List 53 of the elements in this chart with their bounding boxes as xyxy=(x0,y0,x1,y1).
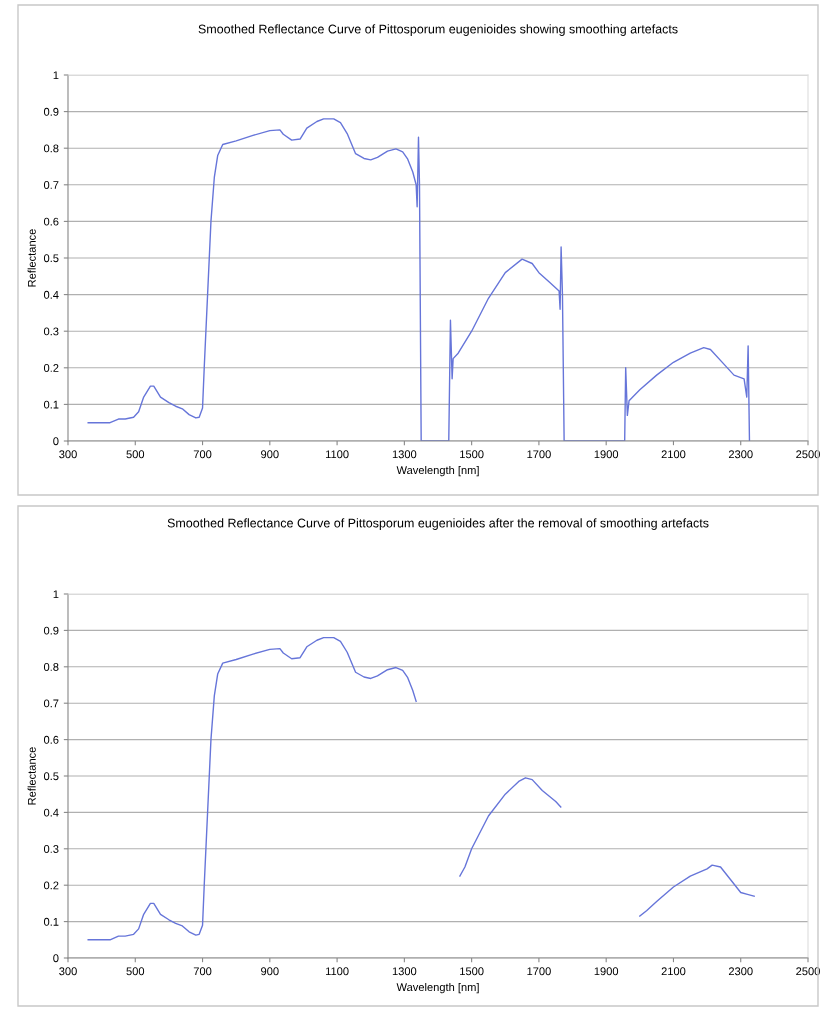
x-tick-label: 2100 xyxy=(661,967,686,976)
y-tick-label: 0.2 xyxy=(43,364,59,372)
y-tick-label: 0.7 xyxy=(43,181,59,189)
y-axis-title: Reflectance xyxy=(27,747,36,805)
x-tick-label: 300 xyxy=(59,450,77,459)
y-tick-label: 1 xyxy=(53,590,59,599)
x-tick-label: 1700 xyxy=(527,450,551,459)
x-tick-label: 300 xyxy=(59,967,77,976)
x-tick-label: 2100 xyxy=(661,450,686,459)
x-tick-label: 500 xyxy=(126,967,145,976)
y-tick-label: 0 xyxy=(53,437,59,446)
y-tick-label: 0.8 xyxy=(43,663,59,671)
y-tick-label: 0.1 xyxy=(43,917,59,926)
x-tick-label: 2300 xyxy=(728,450,753,459)
x-tick-label: 500 xyxy=(126,450,145,459)
x-tick-label: 700 xyxy=(193,967,212,976)
x-axis-title: Wavelength [nm] xyxy=(396,982,479,994)
x-tick-label: 2300 xyxy=(728,967,753,976)
y-axis-title: Reflectance xyxy=(27,229,36,287)
y-tick-label: 0.3 xyxy=(43,845,59,853)
y-tick-label: 0.1 xyxy=(43,400,59,409)
y-tick-label: 1 xyxy=(53,71,59,80)
y-tick-label: 0 xyxy=(53,954,59,963)
chart-title: Smoothed Reflectance Curve of Pittosporum eugenioides showing smoothing artefacts xyxy=(198,24,678,36)
y-tick-label: 0.8 xyxy=(43,144,59,153)
x-tick-label: 1100 xyxy=(325,450,349,459)
x-tick-label: 1500 xyxy=(460,450,484,459)
chart-title: Smoothed Reflectance Curve of Pittosporum eugenioides after the removal of smoothing artefacts xyxy=(167,518,709,530)
y-tick-label: 0.6 xyxy=(43,217,59,226)
y-tick-label: 0.5 xyxy=(43,254,59,263)
x-tick-label: 2500 xyxy=(796,967,820,976)
y-tick-label: 0.9 xyxy=(43,626,59,635)
y-tick-label: 0.4 xyxy=(43,808,59,817)
x-tick-label: 1100 xyxy=(325,967,349,976)
y-tick-label: 0.9 xyxy=(43,107,59,116)
y-tick-label: 0.2 xyxy=(43,881,59,890)
x-tick-label: 900 xyxy=(261,450,279,459)
y-tick-label: 0.4 xyxy=(43,290,59,299)
x-tick-label: 1900 xyxy=(594,450,619,459)
x-tick-label: 900 xyxy=(261,967,279,976)
x-tick-label: 1700 xyxy=(527,967,551,976)
y-tick-label: 0.6 xyxy=(43,735,59,744)
x-tick-label: 1300 xyxy=(392,967,417,976)
x-tick-label: 700 xyxy=(193,450,212,459)
x-tick-label: 1300 xyxy=(392,450,417,459)
x-tick-label: 2500 xyxy=(796,450,820,459)
y-tick-label: 0.7 xyxy=(43,699,59,708)
y-tick-label: 0.3 xyxy=(43,327,59,336)
x-tick-label: 1500 xyxy=(460,967,484,976)
x-tick-label: 1900 xyxy=(594,967,619,976)
x-axis-title: Wavelength [nm] xyxy=(396,465,479,477)
line-series xyxy=(87,118,751,441)
y-tick-label: 0.5 xyxy=(43,772,59,781)
